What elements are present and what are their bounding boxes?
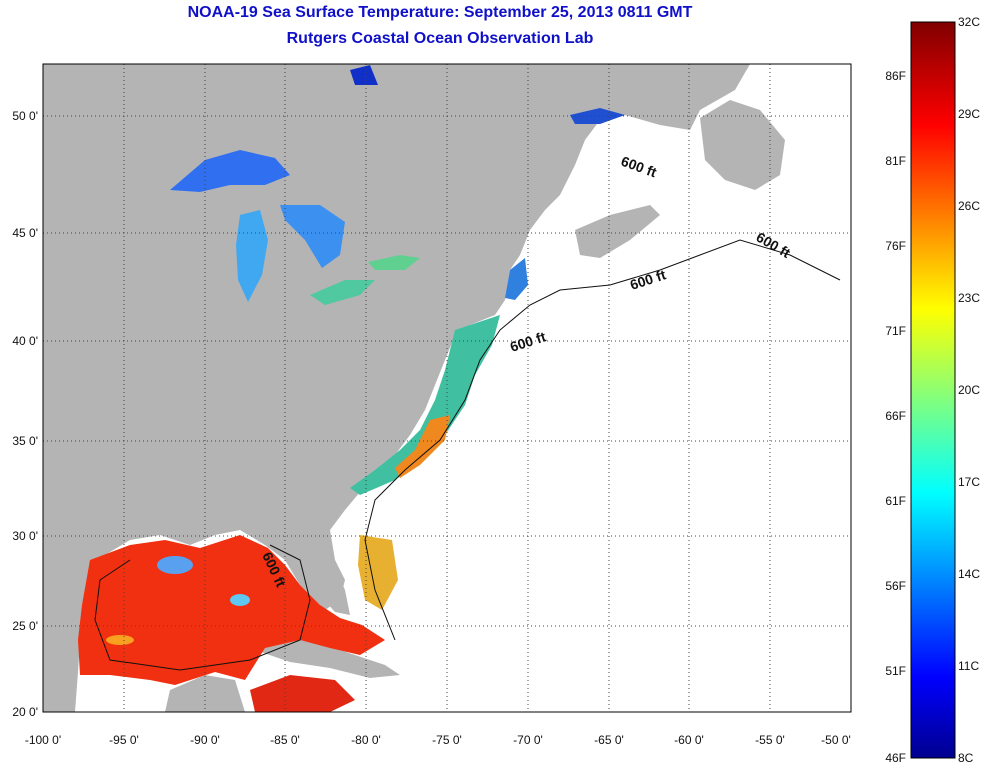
fahrenheit-label: 86F [885, 69, 906, 83]
lon-tick-label: -50 0' [821, 733, 851, 747]
fahrenheit-label: 81F [885, 154, 906, 168]
celsius-label: 20C [958, 383, 980, 397]
lon-tick-label: -85 0' [270, 733, 300, 747]
land-cuba [255, 640, 400, 678]
celsius-label: 26C [958, 199, 980, 213]
lake-ontario [368, 255, 420, 270]
lat-tick-label: 35 0' [12, 434, 38, 448]
fahrenheit-label: 46F [885, 751, 906, 765]
lon-tick-label: -70 0' [513, 733, 543, 747]
celsius-label: 14C [958, 567, 980, 581]
colorbar-celsius-labels: 32C 29C 26C 23C 20C 17C 14C 11C 8C [958, 15, 980, 765]
lon-tick-label: -60 0' [674, 733, 704, 747]
lake-superior [170, 150, 290, 192]
colorbar-gradient [910, 21, 956, 759]
lon-tick-label: -90 0' [190, 733, 220, 747]
celsius-label: 17C [958, 475, 980, 489]
cloud-gap-gulf-3 [106, 635, 134, 645]
fahrenheit-label: 66F [885, 409, 906, 423]
fahrenheit-label: 61F [885, 494, 906, 508]
land-florida [285, 545, 350, 615]
cloud-gap-gulf [157, 556, 193, 574]
sst-gulf-of-maine [505, 258, 528, 300]
cloud-gap-gulf-2 [230, 594, 250, 606]
lat-tick-label: 50 0' [12, 109, 38, 123]
longitude-axis: -100 0' -95 0' -90 0' -85 0' -80 0' -75 … [25, 733, 851, 747]
sst-gulf-of-mexico [78, 535, 385, 685]
lon-tick-label: -80 0' [351, 733, 381, 747]
lat-tick-label: 40 0' [12, 334, 38, 348]
sst-atlantic-coastal [350, 315, 500, 495]
sst-gulf-stream [395, 415, 450, 478]
celsius-label: 29C [958, 107, 980, 121]
lon-tick-label: -75 0' [432, 733, 462, 747]
land-nova-scotia [575, 205, 660, 258]
map-subtitle: Rutgers Coastal Ocean Observation Lab [286, 30, 594, 47]
graticule [43, 64, 851, 712]
colorbar-fahrenheit-labels: 86F 81F 76F 71F 66F 61F 56F 51F 46F [885, 69, 906, 765]
celsius-label: 8C [958, 751, 974, 765]
lat-tick-label: 45 0' [12, 226, 38, 240]
land-yucatan [165, 675, 245, 712]
celsius-label: 32C [958, 15, 980, 29]
celsius-label: 23C [958, 291, 980, 305]
lat-tick-label: 25 0' [12, 619, 38, 633]
lon-tick-label: -100 0' [25, 733, 61, 747]
lat-tick-label: 20 0' [12, 705, 38, 719]
land-newfoundland [700, 100, 785, 190]
land-north-america [43, 64, 750, 712]
james-bay-patch [350, 65, 378, 85]
lon-tick-label: -65 0' [594, 733, 624, 747]
sst-caribbean [250, 675, 355, 712]
colorbar: 32C 29C 26C 23C 20C 17C 14C 11C 8C 86F 8… [885, 15, 980, 765]
lon-tick-label: -95 0' [109, 733, 139, 747]
lat-tick-label: 30 0' [12, 529, 38, 543]
latitude-axis: 50 0' 45 0' 40 0' 35 0' 30 0' 25 0' 20 0… [12, 109, 38, 719]
fahrenheit-label: 51F [885, 664, 906, 678]
lon-tick-label: -55 0' [755, 733, 785, 747]
fahrenheit-label: 76F [885, 239, 906, 253]
lake-huron [280, 205, 345, 268]
map-frame [42, 63, 852, 713]
fahrenheit-label: 56F [885, 579, 906, 593]
celsius-label: 11C [958, 659, 979, 673]
map-title: NOAA-19 Sea Surface Temperature: Septemb… [187, 4, 693, 21]
bathymetry-contour-600ft [94, 239, 841, 671]
lake-erie [310, 280, 375, 305]
st-lawrence-estuary [570, 108, 625, 124]
fahrenheit-label: 71F [885, 324, 906, 338]
